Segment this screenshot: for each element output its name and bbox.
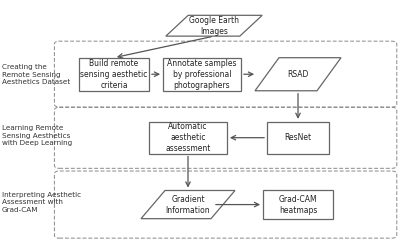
Text: Learning Remote
Sensing Aesthetics
with Deep Learning: Learning Remote Sensing Aesthetics with … [2,125,72,147]
Polygon shape [141,191,235,219]
FancyBboxPatch shape [267,122,329,154]
Text: Automatic
aesthetic
assessment: Automatic aesthetic assessment [165,122,211,153]
FancyBboxPatch shape [163,58,241,91]
Text: Google Earth
Images: Google Earth Images [189,16,239,36]
Polygon shape [255,58,341,91]
Text: Gradient
Information: Gradient Information [166,195,210,215]
Text: Grad-CAM
heatmaps: Grad-CAM heatmaps [279,195,317,215]
Text: Annotate samples
by professional
photographers: Annotate samples by professional photogr… [167,59,237,90]
Text: RSAD: RSAD [287,70,309,79]
Text: ResNet: ResNet [284,133,312,142]
Text: Creating the
Remote Sensing
Aesthetics Dataset: Creating the Remote Sensing Aesthetics D… [2,64,70,85]
FancyBboxPatch shape [79,58,149,91]
FancyBboxPatch shape [263,191,333,219]
Text: Build remote
sensing aesthetic
criteria: Build remote sensing aesthetic criteria [80,59,148,90]
FancyBboxPatch shape [149,122,227,154]
Polygon shape [166,15,262,36]
Text: Interpreting Aesthetic
Assessment with
Grad-CAM: Interpreting Aesthetic Assessment with G… [2,192,81,213]
